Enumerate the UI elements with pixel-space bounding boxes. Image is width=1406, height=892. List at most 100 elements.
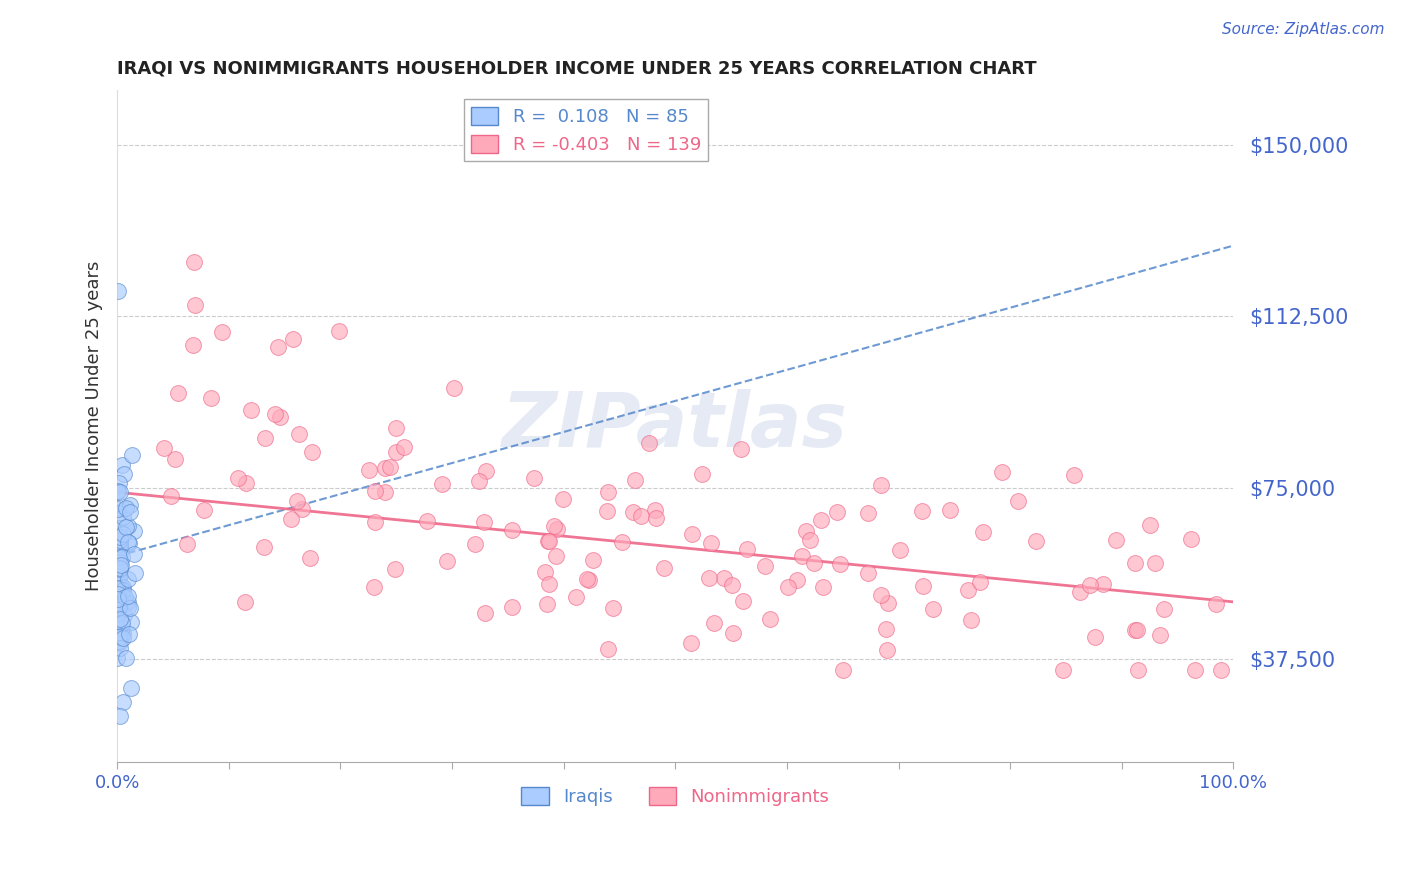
Point [107,555,129,569]
Point [856,566,879,580]
Point [501,523,523,537]
Point [122,524,145,539]
Point [108,561,131,575]
Point [112,502,135,516]
Point [1143,556,1166,570]
Point [254,431,277,445]
Point [546,522,568,536]
Point [1080,578,1102,592]
Point [115,501,138,516]
Point [111,582,134,597]
Point [108,533,131,547]
Point [107,587,129,601]
Point [969,574,991,589]
Point [107,521,129,535]
Text: Source: ZipAtlas.com: Source: ZipAtlas.com [1222,22,1385,37]
Point [876,596,898,610]
Point [1024,534,1046,549]
Point [176,537,198,551]
Text: IRAQI VS NONIMMIGRANTS HOUSEHOLDER INCOME UNDER 25 YEARS CORRELATION CHART: IRAQI VS NONIMMIGRANTS HOUSEHOLDER INCOM… [117,60,1036,78]
Point [721,626,744,640]
Point [1149,628,1171,642]
Point [960,613,983,627]
Point [107,485,129,500]
Point [538,577,561,591]
Point [240,403,263,417]
Point [121,448,143,462]
Point [652,561,675,575]
Point [790,549,813,563]
Point [107,569,129,583]
Point [108,596,131,610]
Y-axis label: Householder Income Under 25 years: Householder Income Under 25 years [86,260,103,591]
Point [107,651,129,665]
Point [107,634,129,648]
Point [598,485,620,500]
Point [111,588,134,602]
Point [114,596,136,610]
Point [939,502,962,516]
Point [107,592,129,607]
Point [534,565,557,579]
Point [114,520,136,534]
Point [644,503,666,517]
Point [111,549,134,564]
Point [117,519,139,533]
Point [363,483,385,498]
Point [713,571,735,585]
Point [811,580,834,594]
Point [759,612,782,626]
Point [120,498,142,512]
Point [108,593,131,607]
Point [117,572,139,586]
Point [110,582,132,596]
Point [108,476,131,491]
Point [385,421,408,435]
Point [1128,664,1150,678]
Point [200,391,222,405]
Point [436,554,458,568]
Point [776,580,799,594]
Point [120,681,142,696]
Point [475,464,498,478]
Point [443,382,465,396]
Point [786,574,808,588]
Point [735,541,758,556]
Point [110,602,132,616]
Point [581,553,603,567]
Point [610,535,633,549]
Point [181,338,204,352]
Point [1007,494,1029,508]
Point [1063,468,1085,483]
Point [825,505,848,519]
Point [118,535,141,549]
Legend: Iraqis, Nonimmigrants: Iraqis, Nonimmigrants [515,780,837,814]
Point [697,571,720,585]
Point [107,581,129,595]
Point [301,445,323,459]
Point [108,556,131,570]
Point [107,507,129,521]
Point [110,629,132,643]
Point [110,577,132,591]
Point [112,631,135,645]
Point [108,550,131,565]
Point [107,484,129,499]
Point [211,325,233,339]
Point [828,557,851,571]
Point [731,594,754,608]
Point [110,709,132,723]
Point [501,600,523,615]
Point [280,512,302,526]
Point [875,622,897,636]
Point [267,340,290,354]
Point [118,627,141,641]
Point [957,583,980,598]
Point [108,641,131,656]
Point [359,463,381,477]
Point [922,602,945,616]
Point [108,612,131,626]
Point [108,484,131,499]
Point [124,566,146,580]
Point [110,558,132,573]
